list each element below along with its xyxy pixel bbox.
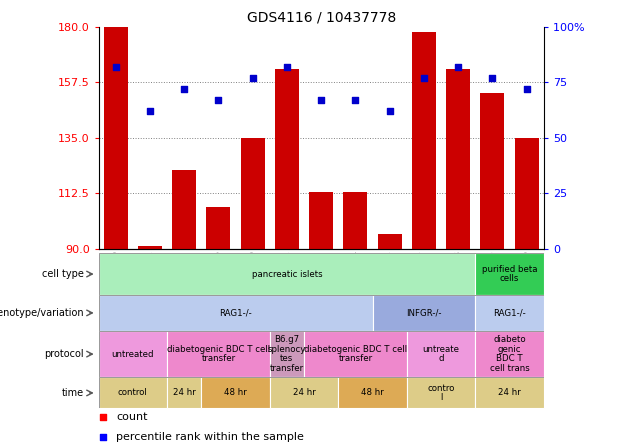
Bar [412,32,436,249]
Text: percentile rank within the sample: percentile rank within the sample [116,432,304,442]
Text: control: control [118,388,148,397]
Text: 24 hr: 24 hr [498,388,521,397]
Point [350,96,361,103]
Point [282,63,292,70]
Point [522,85,532,92]
Text: contro
l: contro l [427,384,455,402]
Point [213,96,223,103]
Text: diabeto
genic
BDC T
cell trans: diabeto genic BDC T cell trans [490,335,529,373]
Bar [446,68,470,249]
Point [385,107,395,115]
Bar [515,138,539,249]
Bar [407,331,475,377]
Bar [407,377,475,408]
Bar [373,295,475,331]
Text: protocol: protocol [44,349,84,359]
Bar [99,331,167,377]
Bar [167,331,270,377]
Point [453,63,463,70]
Text: diabetogenic BDC T cell
transfer: diabetogenic BDC T cell transfer [167,345,270,364]
Bar [480,93,504,249]
Text: RAG1-/-: RAG1-/- [493,309,526,317]
Text: time: time [62,388,84,398]
Text: pancreatic islets: pancreatic islets [252,270,322,278]
Point [487,74,497,81]
Bar [202,377,270,408]
Bar [475,253,544,295]
Text: 24 hr: 24 hr [173,388,196,397]
Point [357,358,367,365]
Bar [99,253,475,295]
Bar [138,246,162,249]
Point [357,181,367,188]
Bar [167,377,202,408]
Point [419,74,429,81]
Point [316,96,326,103]
Bar [338,377,407,408]
Bar [475,377,544,408]
Text: count: count [116,412,148,422]
Text: purified beta
cells: purified beta cells [482,265,537,283]
Bar [309,192,333,249]
Text: B6.g7
splenocy
tes
transfer: B6.g7 splenocy tes transfer [268,335,306,373]
Point [145,107,155,115]
Bar [275,68,299,249]
Point [111,63,121,70]
Bar [343,192,368,249]
Text: untreated: untreated [111,349,154,359]
Bar [270,377,338,408]
Text: INFGR-/-: INFGR-/- [406,309,441,317]
Point [179,85,190,92]
Text: genotype/variation: genotype/variation [0,308,84,318]
Bar [104,27,128,249]
Bar [270,331,304,377]
Text: cell type: cell type [42,269,84,279]
Text: 24 hr: 24 hr [293,388,315,397]
Text: 48 hr: 48 hr [224,388,247,397]
Bar [172,170,196,249]
Text: diabetogenic BDC T cell
transfer: diabetogenic BDC T cell transfer [304,345,407,364]
Bar [475,331,544,377]
Point [247,74,258,81]
Text: 48 hr: 48 hr [361,388,384,397]
Bar [99,377,167,408]
Bar [475,295,544,331]
Text: untreate
d: untreate d [422,345,460,364]
Bar [378,234,402,249]
Bar [304,331,407,377]
Text: RAG1-/-: RAG1-/- [219,309,252,317]
Bar [207,207,230,249]
Title: GDS4116 / 10437778: GDS4116 / 10437778 [247,10,396,24]
Bar [99,295,373,331]
Bar [240,138,265,249]
